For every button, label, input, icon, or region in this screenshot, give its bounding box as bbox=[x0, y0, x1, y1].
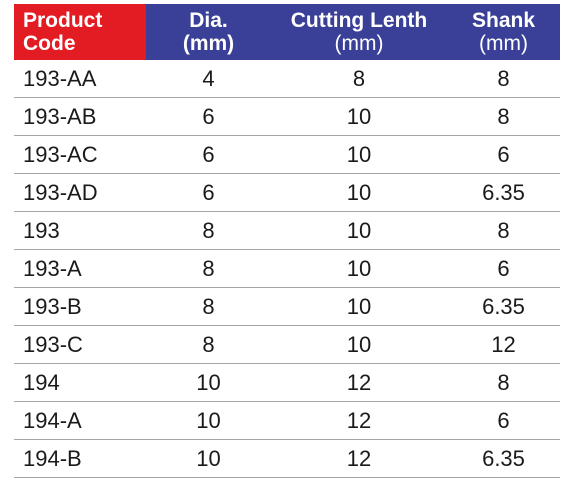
cell-product-code: 193-AD bbox=[14, 173, 146, 212]
cell-product-code: 193-C bbox=[14, 325, 146, 364]
cell-shank: 6 bbox=[447, 249, 560, 288]
cell-cutting-length: 10 bbox=[271, 211, 447, 250]
header-diameter-line2: (mm) bbox=[182, 32, 235, 55]
cell-diameter: 6 bbox=[146, 173, 271, 212]
cell-shank: 8 bbox=[447, 60, 560, 98]
cell-product-code: 193-AC bbox=[14, 135, 146, 174]
cell-shank: 6 bbox=[447, 401, 560, 440]
cell-cutting-length: 10 bbox=[271, 135, 447, 174]
cell-cutting-length: 10 bbox=[271, 249, 447, 288]
cell-diameter: 4 bbox=[146, 60, 271, 98]
cell-cutting-length: 10 bbox=[271, 97, 447, 136]
header-product-code: Product Code bbox=[14, 4, 146, 60]
cell-product-code: 194-B bbox=[14, 439, 146, 478]
table-header-row: Product Code Dia. (mm) Cutting Lenth (mm… bbox=[14, 4, 560, 60]
header-diameter: Dia. (mm) bbox=[146, 4, 271, 60]
cell-cutting-length: 12 bbox=[271, 363, 447, 402]
table-row: 193-B 8 10 6.35 bbox=[14, 287, 560, 326]
cell-shank: 8 bbox=[447, 363, 560, 402]
header-shank: Shank (mm) bbox=[447, 4, 560, 60]
header-cutting-length-line2: (mm) bbox=[334, 32, 384, 55]
table-row: 194 10 12 8 bbox=[14, 363, 560, 402]
header-diameter-line1: Dia. bbox=[189, 9, 228, 32]
cell-shank: 6 bbox=[447, 135, 560, 174]
cell-diameter: 10 bbox=[146, 401, 271, 440]
table-row: 193-AD 6 10 6.35 bbox=[14, 173, 560, 212]
table-row: 193 8 10 8 bbox=[14, 211, 560, 250]
cell-shank: 6.35 bbox=[447, 439, 560, 478]
cell-shank: 6.35 bbox=[447, 173, 560, 212]
cell-diameter: 8 bbox=[146, 211, 271, 250]
cell-cutting-length: 12 bbox=[271, 401, 447, 440]
cell-shank: 8 bbox=[447, 97, 560, 136]
header-shank-line1: Shank bbox=[471, 9, 536, 32]
cell-diameter: 8 bbox=[146, 325, 271, 364]
cell-shank: 12 bbox=[447, 325, 560, 364]
table-row: 193-AC 6 10 6 bbox=[14, 135, 560, 174]
cell-shank: 8 bbox=[447, 211, 560, 250]
cell-cutting-length: 8 bbox=[271, 60, 447, 98]
cell-product-code: 194-A bbox=[14, 401, 146, 440]
header-shank-line2: (mm) bbox=[479, 32, 528, 55]
header-cutting-length: Cutting Lenth (mm) bbox=[271, 4, 447, 60]
cell-product-code: 194 bbox=[14, 363, 146, 402]
cell-product-code: 193 bbox=[14, 211, 146, 250]
table-row: 194-A 10 12 6 bbox=[14, 401, 560, 440]
table-row: 193-AA 4 8 8 bbox=[14, 60, 560, 98]
table-body: 193-AA 4 8 8 193-AB 6 10 8 193-AC 6 10 6… bbox=[14, 60, 560, 478]
header-product-code-line1: Product bbox=[23, 9, 103, 32]
cell-diameter: 8 bbox=[146, 287, 271, 326]
cell-cutting-length: 10 bbox=[271, 287, 447, 326]
cell-cutting-length: 12 bbox=[271, 439, 447, 478]
cell-product-code: 193-AA bbox=[14, 60, 146, 98]
cell-diameter: 10 bbox=[146, 363, 271, 402]
product-spec-table: Product Code Dia. (mm) Cutting Lenth (mm… bbox=[14, 4, 560, 478]
cell-product-code: 193-B bbox=[14, 287, 146, 326]
cell-product-code: 193-A bbox=[14, 249, 146, 288]
table-row: 194-B 10 12 6.35 bbox=[14, 439, 560, 478]
cell-product-code: 193-AB bbox=[14, 97, 146, 136]
header-product-code-line2: Code bbox=[23, 32, 76, 55]
cell-cutting-length: 10 bbox=[271, 325, 447, 364]
table-row: 193-A 8 10 6 bbox=[14, 249, 560, 288]
cell-diameter: 8 bbox=[146, 249, 271, 288]
cell-diameter: 10 bbox=[146, 439, 271, 478]
cell-diameter: 6 bbox=[146, 97, 271, 136]
cell-diameter: 6 bbox=[146, 135, 271, 174]
table-row: 193-C 8 10 12 bbox=[14, 325, 560, 364]
header-cutting-length-line1: Cutting Lenth bbox=[290, 9, 428, 32]
cell-cutting-length: 10 bbox=[271, 173, 447, 212]
cell-shank: 6.35 bbox=[447, 287, 560, 326]
table-row: 193-AB 6 10 8 bbox=[14, 97, 560, 136]
